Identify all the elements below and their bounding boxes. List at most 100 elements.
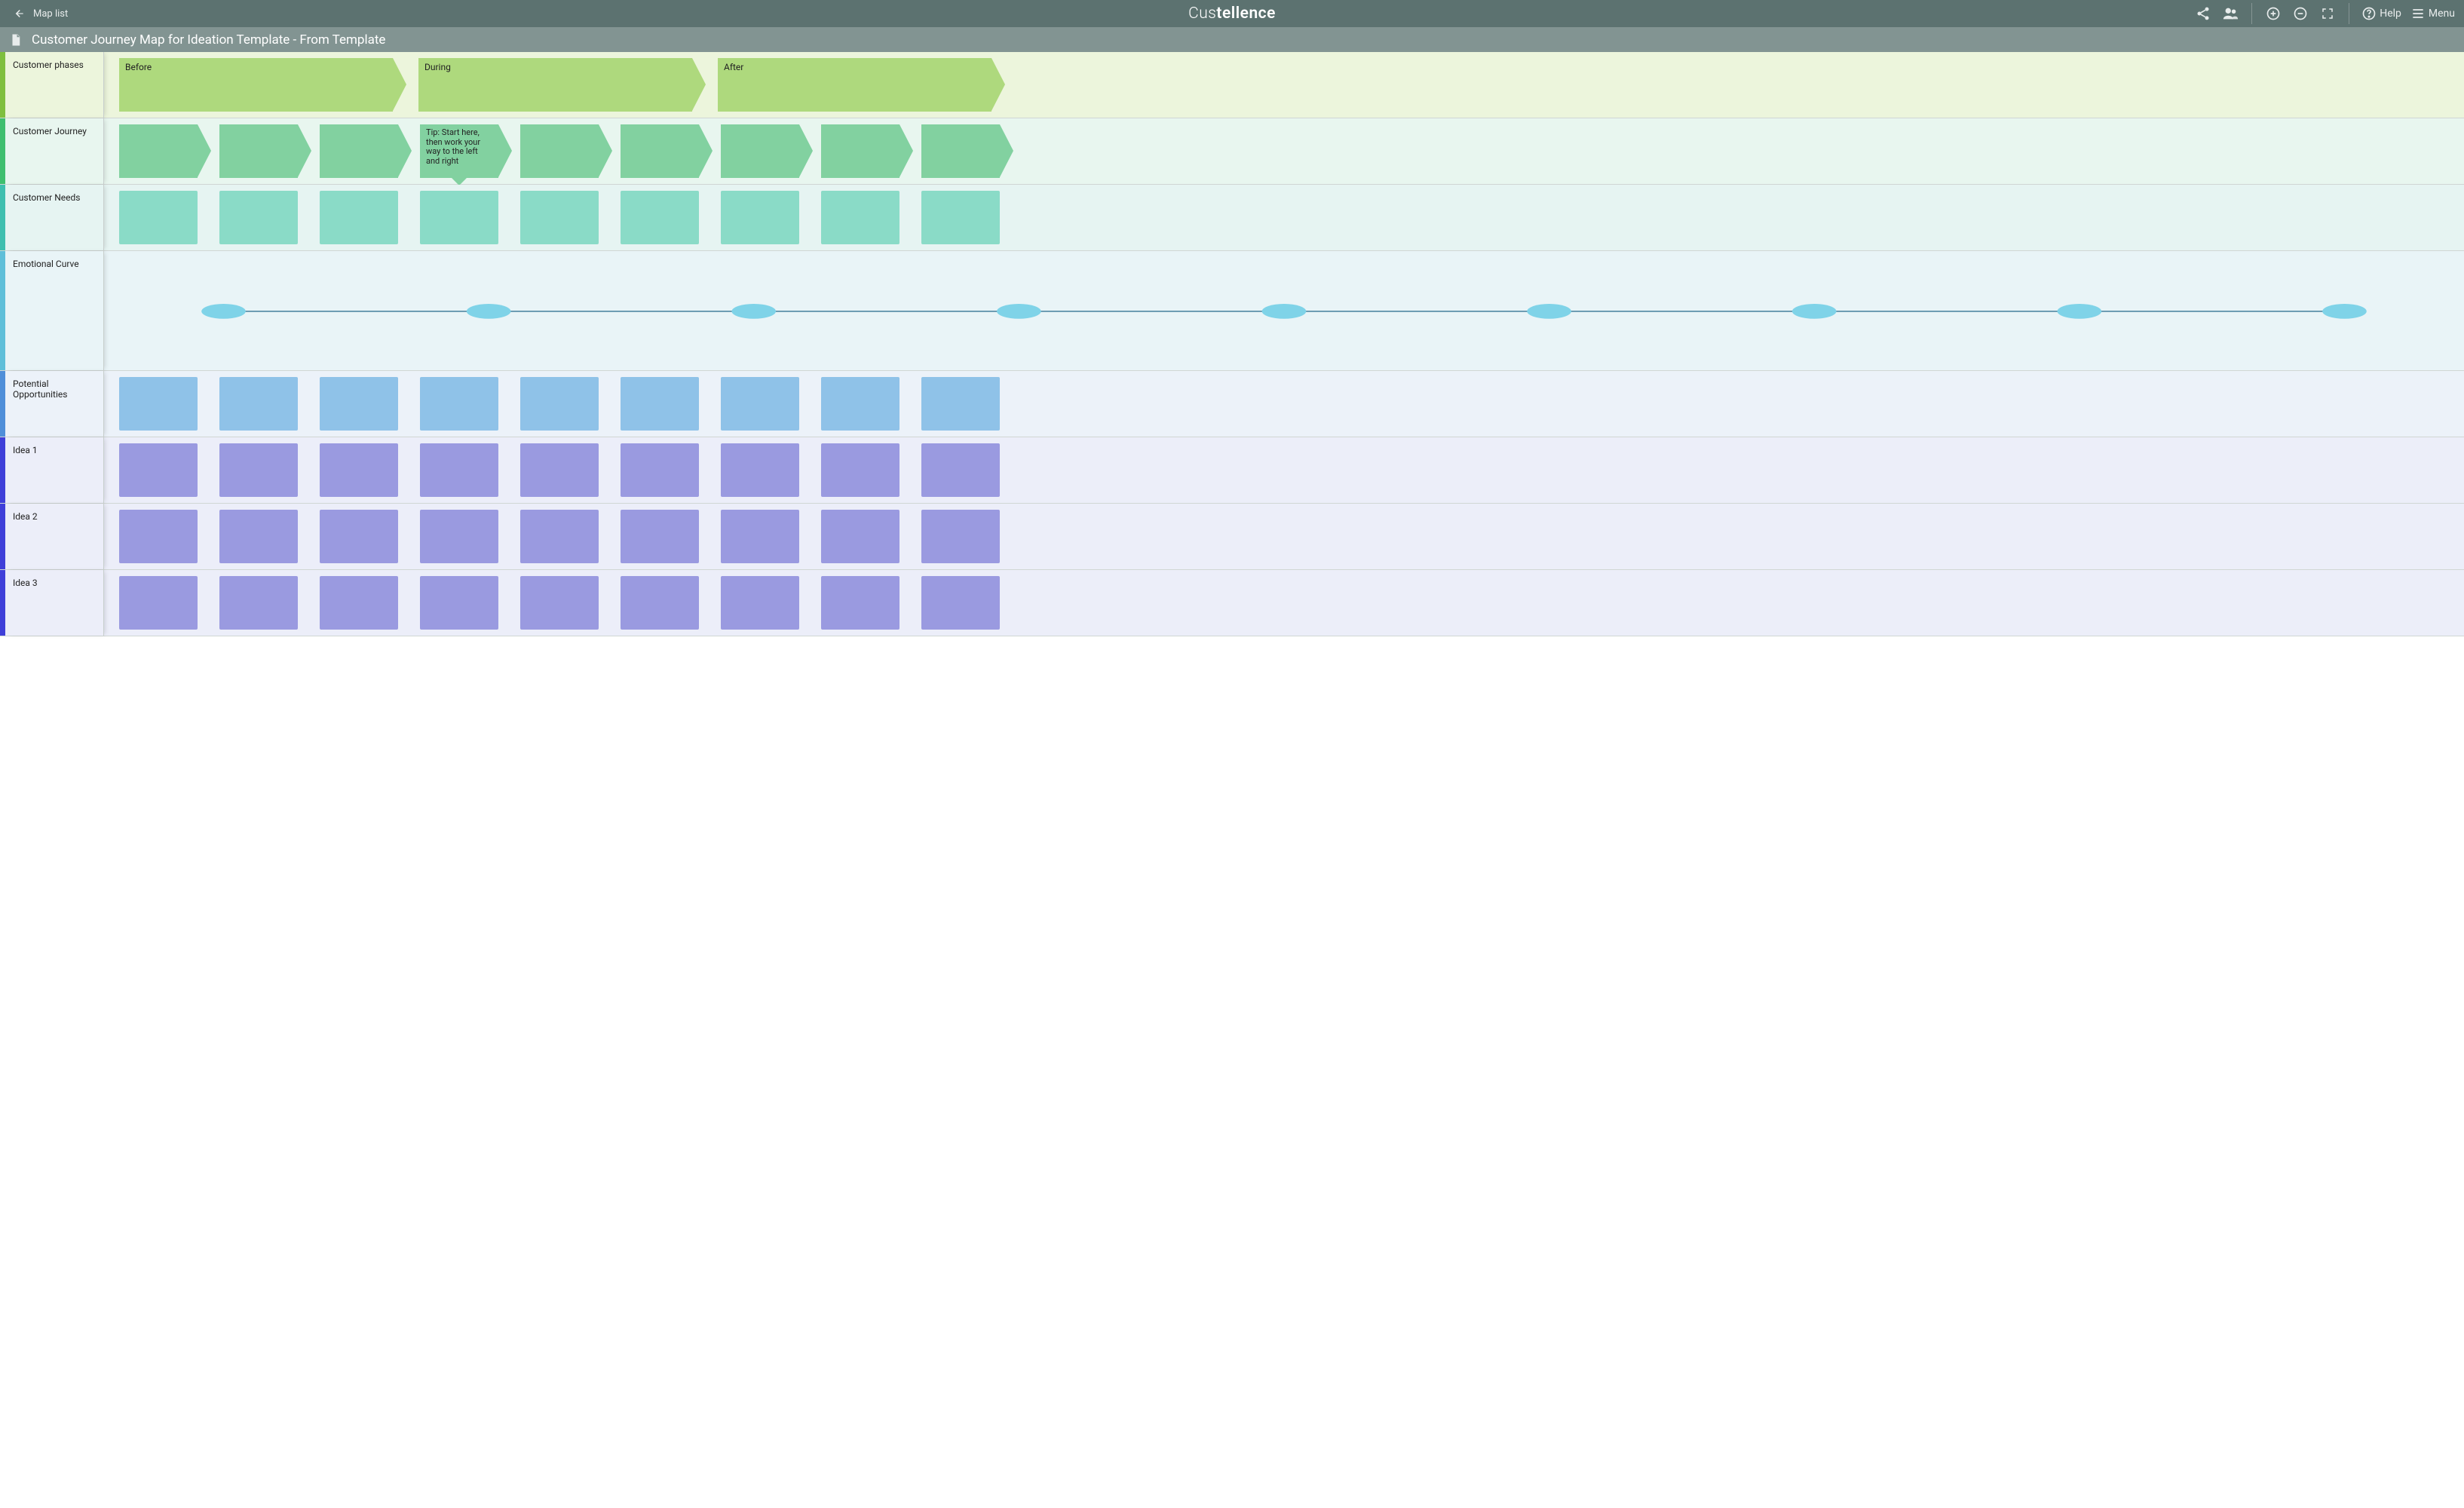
lane-body-idea[interactable] <box>104 570 2464 636</box>
card[interactable] <box>320 443 398 497</box>
card[interactable] <box>921 576 1000 630</box>
card[interactable] <box>420 510 498 563</box>
map-list-link[interactable]: Map list <box>33 8 68 20</box>
card[interactable] <box>420 377 498 431</box>
card[interactable] <box>921 443 1000 497</box>
curve-point[interactable] <box>1792 304 1837 319</box>
journey-card[interactable] <box>921 124 1000 178</box>
curve-point[interactable] <box>1527 304 1571 319</box>
lane-label[interactable]: Idea 1 <box>5 437 104 503</box>
brand-bold: tellence <box>1216 5 1276 23</box>
card[interactable] <box>821 510 899 563</box>
card[interactable] <box>119 377 198 431</box>
card[interactable] <box>721 191 799 244</box>
journey-card[interactable] <box>219 124 298 178</box>
lane-body-curve[interactable] <box>104 251 2464 370</box>
lane-stripe <box>0 437 5 503</box>
lane-label-text: Emotional Curve <box>13 259 79 269</box>
lane-label[interactable]: Potential Opportunities <box>5 371 104 437</box>
menu-button[interactable]: Menu <box>2410 6 2455 21</box>
fullscreen-icon[interactable] <box>2318 5 2337 23</box>
card[interactable] <box>119 576 198 630</box>
help-button[interactable]: Help <box>2361 6 2401 21</box>
lane-stripe <box>0 52 5 118</box>
card[interactable] <box>219 576 298 630</box>
card[interactable] <box>520 191 599 244</box>
curve-point[interactable] <box>2322 304 2367 319</box>
phase-card[interactable]: After <box>718 58 991 112</box>
card[interactable] <box>520 443 599 497</box>
journey-card[interactable] <box>320 124 398 178</box>
back-arrow-icon[interactable] <box>9 5 27 23</box>
journey-card[interactable] <box>721 124 799 178</box>
map-title[interactable]: Customer Journey Map for Ideation Templa… <box>32 32 385 48</box>
lane-label[interactable]: Customer Needs <box>5 185 104 250</box>
card[interactable] <box>821 377 899 431</box>
lane-body-idea[interactable] <box>104 437 2464 503</box>
lane-label[interactable]: Customer phases <box>5 52 104 118</box>
lane-body-journey[interactable]: Tip: Start here, then work your way to t… <box>104 118 2464 184</box>
curve-point[interactable] <box>467 304 511 319</box>
card[interactable] <box>119 191 198 244</box>
journey-card[interactable] <box>621 124 699 178</box>
curve-point[interactable] <box>201 304 246 319</box>
card[interactable] <box>921 510 1000 563</box>
card[interactable] <box>520 576 599 630</box>
people-icon[interactable] <box>2221 5 2239 23</box>
topbar-right: Help Menu <box>1276 3 2455 24</box>
lane-label[interactable]: Idea 2 <box>5 504 104 569</box>
lane-body-needs[interactable] <box>104 185 2464 250</box>
zoom-out-icon[interactable] <box>2291 5 2309 23</box>
card[interactable] <box>219 510 298 563</box>
lane-label[interactable]: Customer Journey <box>5 118 104 184</box>
card[interactable] <box>320 377 398 431</box>
card[interactable] <box>219 191 298 244</box>
card[interactable] <box>320 576 398 630</box>
card[interactable] <box>621 443 699 497</box>
phase-card[interactable]: During <box>418 58 692 112</box>
card[interactable] <box>821 191 899 244</box>
divider <box>2251 3 2252 24</box>
card[interactable] <box>219 377 298 431</box>
canvas[interactable]: Customer phases Before During After Custom… <box>0 52 2464 1508</box>
share-icon[interactable] <box>2194 5 2212 23</box>
card[interactable] <box>721 377 799 431</box>
zoom-in-icon[interactable] <box>2264 5 2282 23</box>
card[interactable] <box>520 377 599 431</box>
card[interactable] <box>621 377 699 431</box>
curve-point[interactable] <box>2058 304 2102 319</box>
card[interactable] <box>119 510 198 563</box>
card[interactable] <box>621 191 699 244</box>
journey-card[interactable] <box>119 124 198 178</box>
card[interactable] <box>420 443 498 497</box>
lane-label[interactable]: Idea 3 <box>5 570 104 636</box>
card[interactable] <box>721 576 799 630</box>
phase-card[interactable]: Before <box>119 58 393 112</box>
card[interactable] <box>119 443 198 497</box>
lane-label[interactable]: Emotional Curve <box>5 251 104 370</box>
journey-card[interactable] <box>821 124 899 178</box>
curve-point[interactable] <box>731 304 776 319</box>
curve-point[interactable] <box>1262 304 1307 319</box>
card[interactable] <box>520 510 599 563</box>
card[interactable] <box>320 191 398 244</box>
card[interactable] <box>821 443 899 497</box>
journey-card[interactable]: Tip: Start here, then work your way to t… <box>420 124 498 178</box>
curve-point[interactable] <box>997 304 1041 319</box>
card[interactable] <box>219 443 298 497</box>
card[interactable] <box>721 443 799 497</box>
card[interactable] <box>721 510 799 563</box>
card[interactable] <box>621 576 699 630</box>
card[interactable] <box>320 510 398 563</box>
lane-body-opportunities[interactable] <box>104 371 2464 437</box>
card[interactable] <box>621 510 699 563</box>
card[interactable] <box>921 377 1000 431</box>
card[interactable] <box>921 191 1000 244</box>
card[interactable] <box>821 576 899 630</box>
lane-stripe <box>0 371 5 437</box>
card[interactable] <box>420 576 498 630</box>
lane-body-phases[interactable]: Before During After <box>104 52 2464 118</box>
journey-card[interactable] <box>520 124 599 178</box>
lane-body-idea[interactable] <box>104 504 2464 569</box>
card[interactable] <box>420 191 498 244</box>
